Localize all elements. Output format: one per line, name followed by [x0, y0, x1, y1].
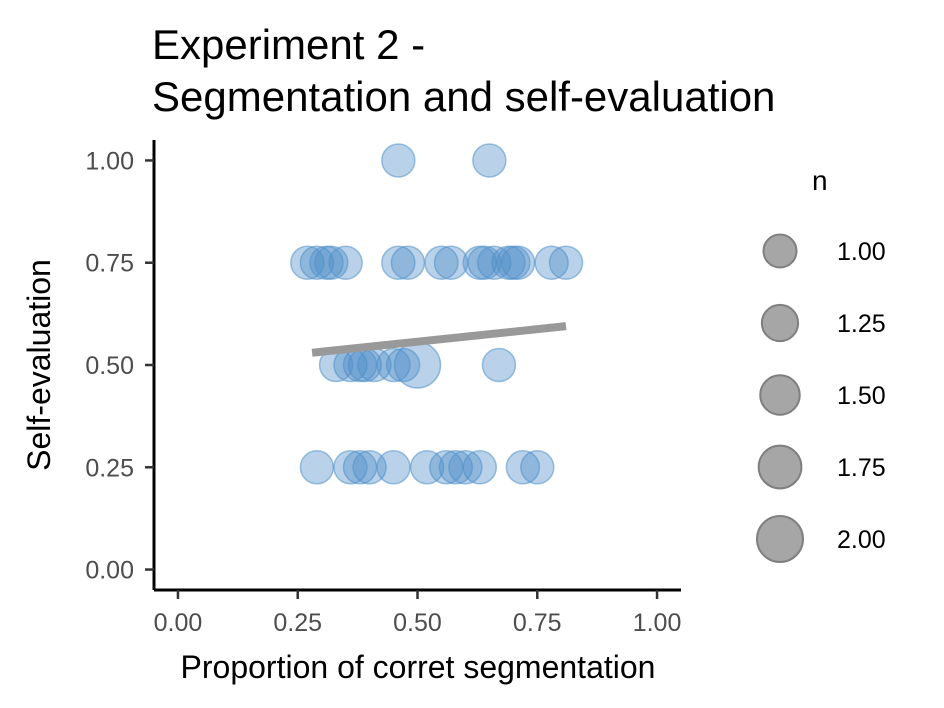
data-point [548, 245, 584, 280]
y-axis-title: Self-evaluation [21, 259, 57, 471]
legend-label: 1.25 [837, 310, 886, 338]
data-point [390, 245, 426, 280]
y-tick-label: 0.25 [85, 454, 134, 482]
y-tick-label: 0.75 [85, 250, 134, 278]
data-point [448, 450, 483, 485]
trend-line [311, 322, 567, 357]
data-point [290, 245, 325, 280]
x-tick-label: 0.75 [513, 609, 562, 637]
x-axis-title: Proportion of corret segmentation [181, 649, 656, 685]
data-point [376, 450, 411, 485]
y-tick-label: 0.00 [85, 557, 134, 585]
data-point [462, 450, 498, 485]
legend-title: n [812, 165, 828, 196]
legend-label: 2.00 [837, 526, 886, 554]
x-tick-label: 1.00 [633, 609, 682, 637]
y-tick-label: 0.50 [85, 352, 134, 380]
legend-label: 1.00 [837, 238, 886, 266]
data-point [409, 450, 445, 485]
data-point [381, 143, 416, 178]
x-tick-label: 0.00 [154, 609, 203, 637]
data-point [314, 245, 349, 280]
chart-title-line-2: Segmentation and self-evaluation [152, 73, 775, 120]
legend-key [759, 374, 801, 416]
data-point [333, 450, 368, 485]
data-point [481, 347, 517, 383]
legend-label: 1.75 [837, 454, 886, 482]
data-point [520, 450, 555, 485]
data-point [376, 347, 411, 383]
legend-key [757, 444, 803, 490]
data-point [385, 347, 421, 383]
x-tick-label: 0.25 [273, 609, 322, 637]
legend-key [760, 303, 800, 343]
data-point [328, 245, 363, 280]
data-point [505, 450, 541, 485]
data-point [352, 450, 387, 485]
legend-key [762, 233, 798, 269]
x-tick-label: 0.50 [393, 609, 442, 637]
data-point [381, 245, 416, 280]
axes-layer: 0.00 0.25 0.50 0.75 1.00 0.00 0.25 0.50 0.75 1.00 [85, 140, 681, 637]
data-point [472, 143, 507, 178]
legend-label: 1.50 [837, 382, 886, 410]
chart-title-line-1: Experiment 2 - [152, 21, 425, 68]
data-point [299, 450, 335, 485]
data-point [438, 450, 474, 485]
data-point [393, 341, 442, 389]
y-tick-label: 1.00 [85, 147, 134, 175]
points-layer [290, 143, 584, 485]
legend-key [756, 515, 804, 563]
data-point [534, 245, 569, 280]
data-point [476, 245, 512, 280]
data-point [299, 245, 335, 280]
data-point [500, 245, 536, 280]
legend: 1.00 1.25 1.50 1.75 2.00 [756, 233, 886, 563]
data-point [424, 245, 459, 280]
